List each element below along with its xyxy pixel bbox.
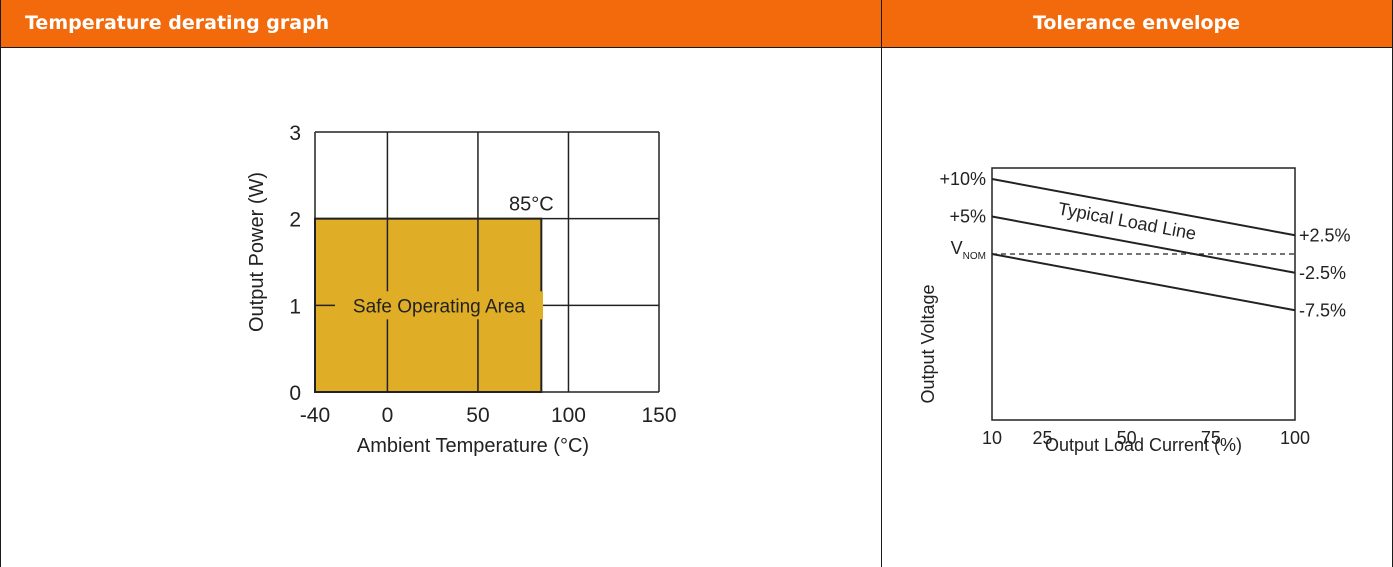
tolerance-lines (991, 178, 1296, 312)
vnom-label-sub: NOM (963, 251, 986, 262)
derating-y-tick-label: 3 (289, 122, 301, 145)
derating-temp-label: 85°C (509, 194, 554, 216)
tolerance-chart: 10 25 50 75 100 +10% +5% VNOM +2.5% -2.5% -7… (918, 167, 1351, 455)
tolerance-right-label-plus2-5: +2.5% (1299, 225, 1351, 245)
header-underline (1, 47, 1392, 48)
tolerance-x-tick-label: 25 (1032, 428, 1052, 448)
typical-load-line-label: Typical Load Line (1056, 198, 1197, 243)
tolerance-right-label-minus2-5: -2.5% (1299, 263, 1346, 283)
tolerance-x-tick-label: 75 (1201, 428, 1221, 448)
tolerance-x-axis-label: Output Load Current (%) (1045, 435, 1242, 455)
vnom-label: VNOM (951, 238, 986, 262)
tolerance-x-tick-label: 10 (982, 428, 1002, 448)
derating-x-axis-label: Ambient Temperature (°C) (357, 435, 589, 457)
tolerance-plot-frame (991, 167, 1296, 421)
right-panel-title: Tolerance envelope (881, 0, 1392, 47)
tolerance-series-line (991, 178, 1296, 237)
derating-x-tick-label: 50 (466, 404, 489, 427)
tolerance-right-label-minus7-5: -7.5% (1299, 300, 1346, 320)
tolerance-y-axis-label: Output Voltage (918, 284, 938, 403)
tolerance-left-label-plus5: +5% (949, 207, 986, 227)
derating-y-tick-label: 0 (289, 382, 301, 405)
tolerance-x-ticks: 10 25 50 75 100 (982, 428, 1310, 448)
tolerance-series-line (991, 253, 1296, 312)
derating-x-tick-label: 0 (382, 404, 394, 427)
derating-y-tick-label: 2 (289, 209, 301, 232)
derating-grid (314, 131, 660, 393)
derating-x-tick-label: 100 (551, 404, 586, 427)
derating-x-tick-label: 150 (641, 404, 676, 427)
tolerance-x-tick-label: 50 (1117, 428, 1137, 448)
left-panel-title: Temperature derating graph (1, 0, 881, 47)
safe-area-label: Safe Operating Area (353, 296, 526, 317)
tolerance-left-label-plus10: +10% (939, 169, 986, 189)
derating-y-ticks: 0 1 2 3 (289, 122, 301, 405)
derating-x-ticks: -40 0 50 100 150 (300, 404, 677, 427)
panel-divider (881, 0, 882, 567)
derating-y-tick-label: 1 (289, 295, 301, 318)
tolerance-x-tick-label: 100 (1280, 428, 1310, 448)
derating-x-tick-label: -40 (300, 404, 330, 427)
vnom-label-main: V (951, 238, 963, 258)
safe-area-label-bg (335, 291, 543, 320)
tolerance-series-line (991, 215, 1296, 274)
derating-y-axis-label: Output Power (W) (246, 172, 268, 332)
